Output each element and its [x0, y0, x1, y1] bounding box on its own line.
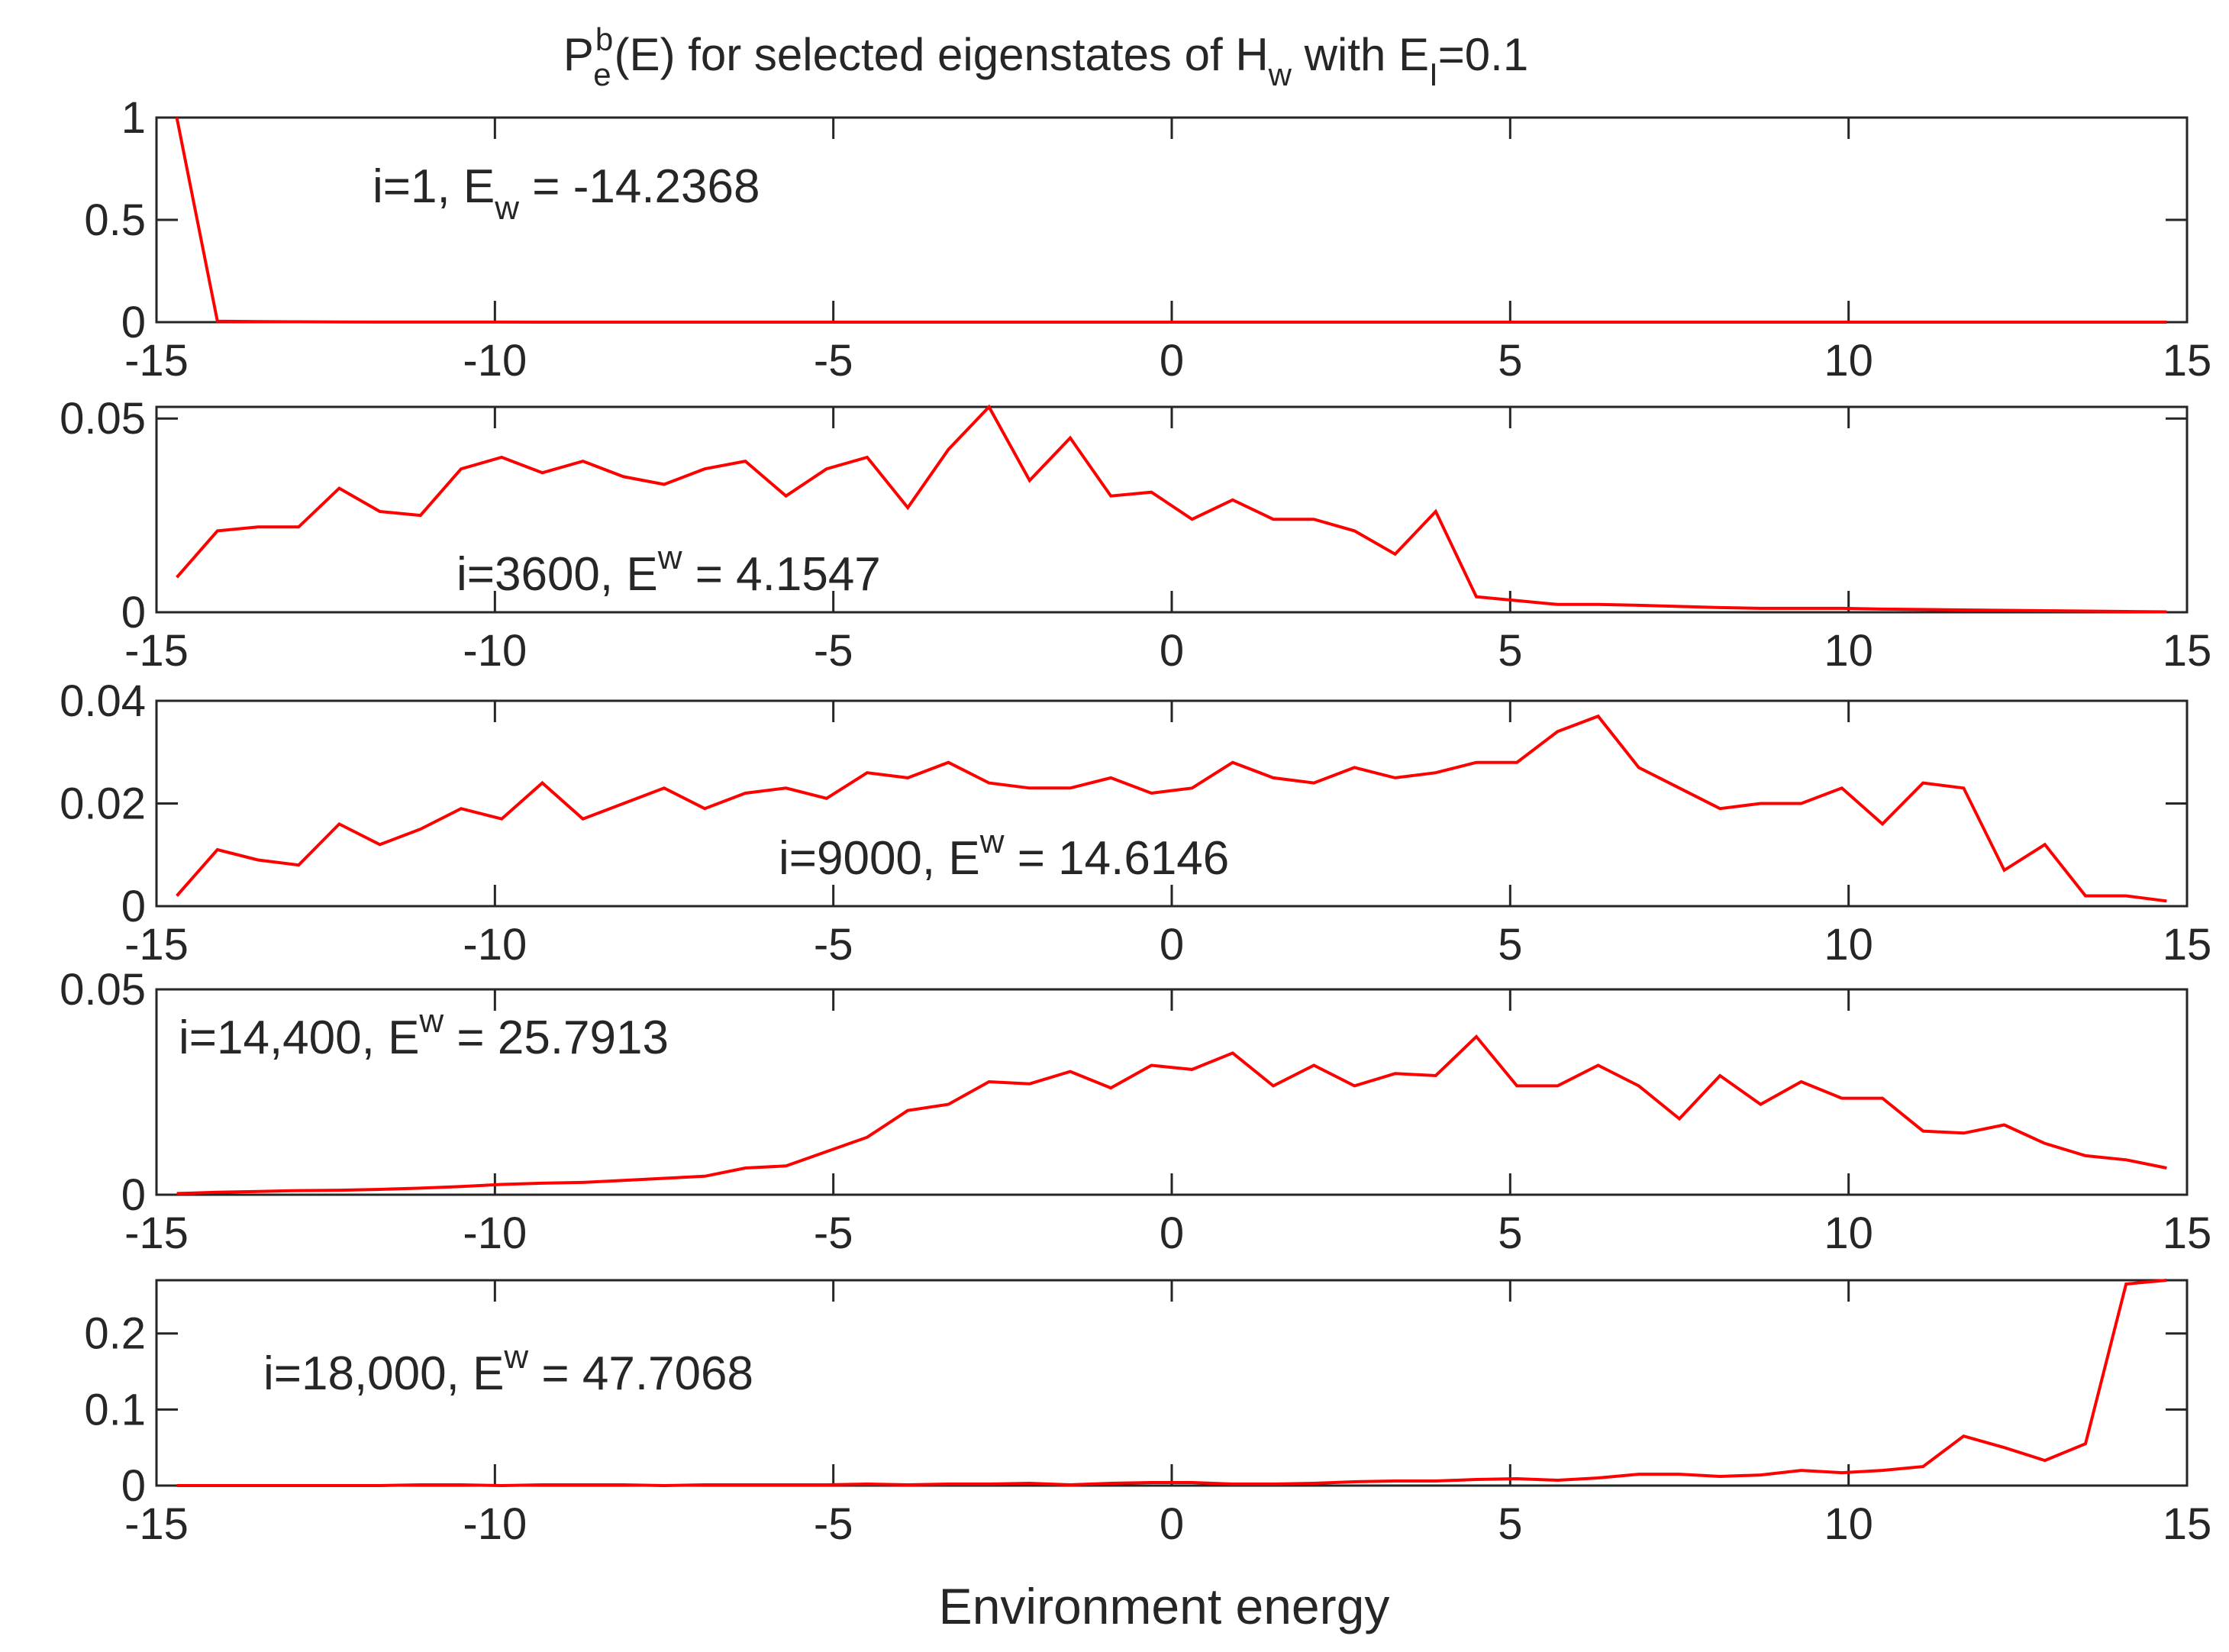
x-tick-label: -10 — [463, 336, 527, 386]
subplot-annotation: i=18,000, Ew = 47.7068 — [263, 1338, 753, 1400]
annotation-script: w — [657, 539, 682, 576]
x-tick-label: -15 — [124, 626, 189, 676]
annotation-value: = 25.7913 — [444, 1012, 669, 1064]
y-tick-label: 0 — [121, 298, 146, 347]
annotation-text: i=1, E — [373, 160, 495, 213]
x-tick-label: 15 — [2163, 1208, 2212, 1258]
x-tick-label: 10 — [1824, 1208, 1873, 1258]
x-tick-label: 5 — [1498, 1499, 1522, 1549]
y-tick-label: 0.5 — [84, 195, 146, 245]
annotation-script: w — [979, 823, 1005, 860]
subplot-1: -15 -10 -5 0 5 10 15 0 0.5 1 i=1, Ew = -14.2368 — [84, 93, 2211, 386]
annotation-text: i=14,400, E — [179, 1012, 419, 1064]
x-tick-label: 15 — [2163, 626, 2212, 676]
annotation-text: i=18,000, E — [263, 1347, 504, 1400]
chart-title: Pb e(E) for selected eigenstates of Hw wi… — [563, 21, 1528, 92]
x-tick-label: -10 — [463, 1208, 527, 1258]
subplot-2: -15 -10 -5 0 5 10 15 0 0.05 i=3600, Ew = 4.1547 — [60, 394, 2211, 676]
x-tick-label: 10 — [1824, 336, 1873, 386]
x-tick-label: -15 — [124, 336, 189, 386]
x-tick-label: 10 — [1824, 920, 1873, 970]
x-tick-label: 10 — [1824, 626, 1873, 676]
y-tick-label: 0.1 — [84, 1385, 146, 1434]
x-tick-label: 5 — [1498, 336, 1522, 386]
y-tick-label: 1 — [121, 93, 146, 143]
y-tick-label: 0.04 — [60, 676, 146, 726]
series-line — [176, 1279, 2167, 1488]
x-tick-label: 5 — [1498, 1208, 1522, 1258]
annotation-script: w — [494, 189, 519, 227]
x-tick-label: 0 — [1160, 1208, 1184, 1258]
x-tick-label: -15 — [124, 920, 189, 970]
x-axis-label: Environment energy — [939, 1578, 1390, 1634]
x-tick-label: 5 — [1498, 626, 1522, 676]
y-tick-label: 0 — [121, 588, 146, 637]
subplot-annotation: i=9000, Ew = 14.6146 — [779, 823, 1229, 885]
y-tick-label: 0 — [121, 1170, 146, 1220]
x-tick-label: -5 — [814, 920, 853, 970]
y-tick-label: 0.2 — [84, 1309, 146, 1359]
x-tick-label: 10 — [1824, 1499, 1873, 1549]
annotation-text: i=3600, E — [456, 548, 658, 601]
y-tick-label: 0 — [121, 1461, 146, 1511]
subplot-4: -15 -10 -5 0 5 10 15 0 0.05 i=14,400, Ew = 25.791… — [60, 965, 2211, 1258]
annotation-script: w — [503, 1338, 528, 1376]
annotation-value: = -14.2368 — [519, 160, 760, 213]
x-tick-label: 5 — [1498, 920, 1522, 970]
x-tick-label: -15 — [124, 1208, 189, 1258]
series-line — [176, 714, 2167, 903]
x-tick-label: -5 — [814, 626, 853, 676]
series-line — [176, 404, 2167, 614]
x-tick-label: -10 — [463, 626, 527, 676]
y-tick-label: 0.05 — [60, 965, 146, 1015]
y-tick-label: 0.02 — [60, 779, 146, 829]
x-tick-label: -15 — [124, 1499, 189, 1549]
x-tick-label: -5 — [814, 1208, 853, 1258]
x-tick-label: -5 — [814, 1499, 853, 1549]
subplot-annotation: i=1, Ew = -14.2368 — [373, 160, 760, 227]
series-line — [176, 1034, 2167, 1195]
annotation-value: = 14.6146 — [1005, 832, 1230, 885]
x-tick-label: 0 — [1160, 920, 1184, 970]
y-tick-label: 0 — [121, 882, 146, 931]
subplot-annotation: i=3600, Ew = 4.1547 — [456, 539, 881, 601]
axes-frame — [155, 116, 2189, 324]
annotation-value: = 4.1547 — [682, 548, 881, 601]
x-tick-label: 0 — [1160, 626, 1184, 676]
annotation-text: i=9000, E — [779, 832, 980, 885]
x-tick-label: 15 — [2163, 336, 2212, 386]
annotation-script: w — [418, 1002, 444, 1040]
subplot-3: -15 -10 -5 0 5 10 15 0 0.02 0.04 i=9000, Ew = 14.6… — [60, 676, 2211, 970]
x-tick-label: 0 — [1160, 336, 1184, 386]
annotation-value: = 47.7068 — [528, 1347, 753, 1400]
subplot-5: -15 -10 -5 0 5 10 15 0 0.1 0.2 i=18,000, Ew = 47.7… — [84, 1279, 2212, 1549]
x-tick-label: 15 — [2163, 1499, 2212, 1549]
x-tick-label: -10 — [463, 920, 527, 970]
x-tick-label: -5 — [814, 336, 853, 386]
x-tick-label: 0 — [1160, 1499, 1184, 1549]
subplot-annotation: i=14,400, Ew = 25.7913 — [179, 1002, 669, 1064]
series-line — [175, 117, 2167, 324]
y-tick-label: 0.05 — [60, 394, 146, 444]
x-tick-label: 15 — [2163, 920, 2212, 970]
x-tick-label: -10 — [463, 1499, 527, 1549]
